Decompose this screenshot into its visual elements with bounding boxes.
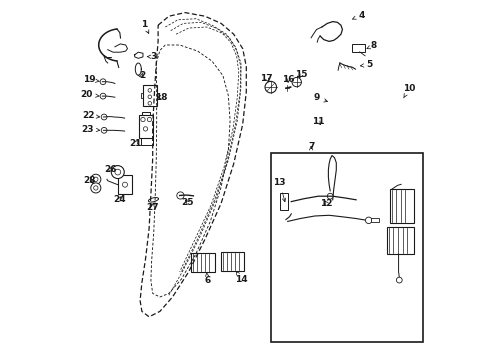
Bar xyxy=(351,44,365,52)
Text: 19: 19 xyxy=(83,76,99,85)
Bar xyxy=(118,175,132,194)
Circle shape xyxy=(111,166,124,179)
Circle shape xyxy=(91,183,101,193)
Text: 5: 5 xyxy=(360,60,372,69)
Circle shape xyxy=(100,93,106,99)
Text: 8: 8 xyxy=(366,41,376,50)
Circle shape xyxy=(291,77,301,87)
Text: 24: 24 xyxy=(113,195,125,204)
Text: 18: 18 xyxy=(154,93,167,102)
Text: 26: 26 xyxy=(104,165,116,174)
Text: 10: 10 xyxy=(402,84,414,98)
Circle shape xyxy=(396,277,401,283)
Text: 22: 22 xyxy=(82,111,100,120)
Circle shape xyxy=(365,217,371,224)
Bar xyxy=(279,193,287,210)
Circle shape xyxy=(101,127,107,133)
Text: 21: 21 xyxy=(129,139,142,148)
Circle shape xyxy=(326,193,332,199)
Text: 14: 14 xyxy=(235,271,247,284)
Bar xyxy=(389,189,413,223)
Text: 6: 6 xyxy=(204,273,210,284)
Bar xyxy=(139,115,153,138)
Text: 16: 16 xyxy=(282,76,294,85)
Text: 2: 2 xyxy=(139,71,145,80)
Bar xyxy=(386,227,413,254)
Text: 23: 23 xyxy=(81,125,100,134)
Circle shape xyxy=(91,174,101,184)
Bar xyxy=(191,253,214,272)
Text: 12: 12 xyxy=(320,199,332,208)
Circle shape xyxy=(264,81,276,93)
Bar xyxy=(271,153,422,342)
Circle shape xyxy=(100,79,106,85)
Text: 3: 3 xyxy=(147,52,156,61)
Text: 4: 4 xyxy=(352,10,364,19)
Text: 17: 17 xyxy=(260,74,273,83)
Text: 9: 9 xyxy=(313,94,327,102)
Text: 25: 25 xyxy=(181,198,193,207)
Text: 20: 20 xyxy=(81,90,99,99)
Text: 1: 1 xyxy=(141,20,148,33)
Bar xyxy=(221,252,244,271)
Text: 28: 28 xyxy=(83,176,96,185)
Text: 7: 7 xyxy=(307,143,314,152)
Text: 27: 27 xyxy=(146,203,158,212)
Bar xyxy=(370,218,378,222)
Text: 15: 15 xyxy=(295,71,307,79)
Circle shape xyxy=(177,192,183,199)
Text: 11: 11 xyxy=(311,117,324,126)
Bar xyxy=(142,85,156,106)
Text: 13: 13 xyxy=(273,178,285,202)
Circle shape xyxy=(101,114,107,120)
